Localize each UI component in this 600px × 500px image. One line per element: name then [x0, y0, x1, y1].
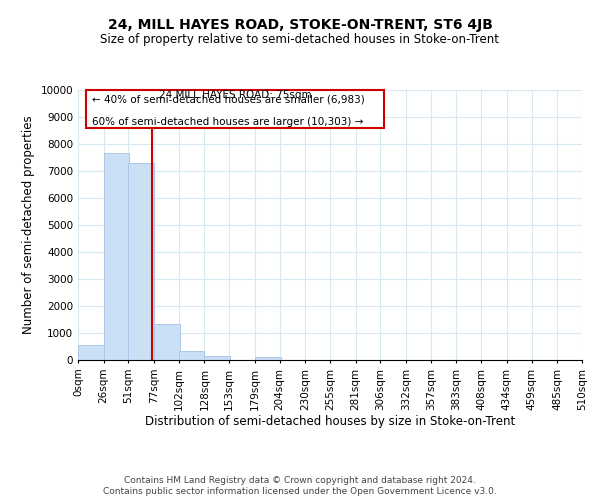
- Bar: [255, 357, 281, 360]
- Bar: [179, 351, 205, 360]
- Text: Size of property relative to semi-detached houses in Stoke-on-Trent: Size of property relative to semi-detach…: [101, 32, 499, 46]
- Bar: [78, 345, 104, 360]
- Text: Contains HM Land Registry data © Crown copyright and database right 2024.: Contains HM Land Registry data © Crown c…: [124, 476, 476, 485]
- Bar: [154, 324, 180, 360]
- Text: ← 40% of semi-detached houses are smaller (6,983): ← 40% of semi-detached houses are smalle…: [92, 94, 365, 104]
- Bar: [104, 154, 130, 360]
- FancyBboxPatch shape: [86, 90, 385, 128]
- Text: 24, MILL HAYES ROAD, STOKE-ON-TRENT, ST6 4JB: 24, MILL HAYES ROAD, STOKE-ON-TRENT, ST6…: [107, 18, 493, 32]
- Text: 24 MILL HAYES ROAD: 75sqm: 24 MILL HAYES ROAD: 75sqm: [159, 90, 311, 100]
- Text: 60% of semi-detached houses are larger (10,303) →: 60% of semi-detached houses are larger (…: [92, 118, 363, 128]
- Bar: [205, 356, 230, 360]
- Bar: [128, 164, 154, 360]
- Y-axis label: Number of semi-detached properties: Number of semi-detached properties: [22, 116, 35, 334]
- Text: Contains public sector information licensed under the Open Government Licence v3: Contains public sector information licen…: [103, 488, 497, 496]
- X-axis label: Distribution of semi-detached houses by size in Stoke-on-Trent: Distribution of semi-detached houses by …: [145, 416, 515, 428]
